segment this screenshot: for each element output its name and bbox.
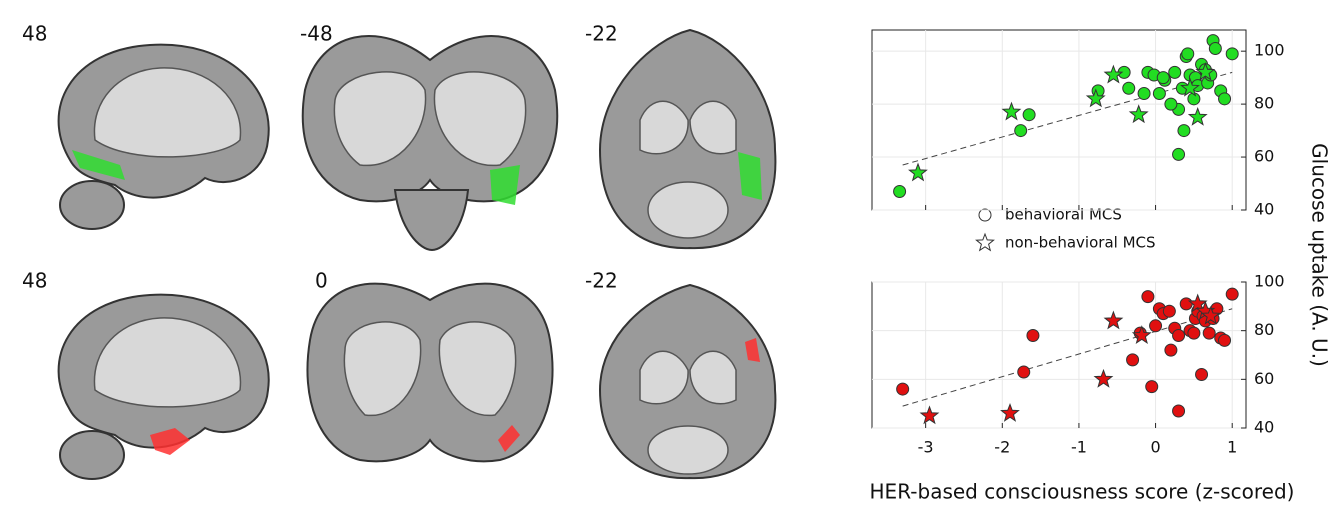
data-point bbox=[1138, 88, 1150, 100]
y-axis-label: Glucose uptake (A. U.) bbox=[1308, 143, 1332, 367]
data-point bbox=[1169, 66, 1181, 78]
brain-sagittal bbox=[59, 45, 269, 229]
x-tick-label: -3 bbox=[918, 438, 934, 457]
data-point bbox=[1165, 344, 1177, 356]
legend-marker bbox=[976, 234, 993, 250]
data-point bbox=[897, 383, 909, 395]
data-point bbox=[894, 185, 906, 197]
data-point bbox=[1173, 405, 1185, 417]
data-point bbox=[1015, 125, 1027, 137]
y-tick-label: 80 bbox=[1254, 320, 1274, 339]
x-tick-label: -2 bbox=[994, 438, 1010, 457]
data-point bbox=[1150, 320, 1162, 332]
slice-label: 48 bbox=[22, 269, 47, 293]
data-point bbox=[909, 164, 926, 180]
data-point bbox=[1165, 98, 1177, 110]
data-point bbox=[1189, 108, 1206, 124]
data-point bbox=[1209, 43, 1221, 55]
data-point bbox=[1146, 381, 1158, 393]
y-tick-label: 80 bbox=[1254, 94, 1274, 113]
data-point bbox=[1127, 354, 1139, 366]
slice-label: 48 bbox=[22, 22, 47, 46]
data-point bbox=[1173, 330, 1185, 342]
data-point bbox=[921, 407, 938, 423]
data-point bbox=[1142, 291, 1154, 303]
brain-coronal bbox=[307, 284, 552, 462]
x-tick-label: 0 bbox=[1150, 438, 1160, 457]
brain-axial bbox=[600, 285, 775, 478]
brain-sagittal bbox=[59, 295, 269, 479]
y-tick-label: 40 bbox=[1254, 200, 1274, 219]
figure: 48 -48 -22 48 0 -22 HER-based consciousn… bbox=[0, 0, 1344, 511]
data-point bbox=[1105, 312, 1122, 328]
data-point bbox=[1226, 48, 1238, 60]
legend-label: behavioral MCS bbox=[1005, 206, 1122, 224]
data-point bbox=[1196, 368, 1208, 380]
data-point bbox=[1130, 106, 1147, 122]
data-point bbox=[1018, 366, 1030, 378]
y-tick-label: 100 bbox=[1254, 272, 1285, 291]
slice-label: -22 bbox=[585, 22, 618, 46]
slice-label: 0 bbox=[315, 269, 328, 293]
data-point bbox=[1178, 125, 1190, 137]
legend-label: non-behavioral MCS bbox=[1005, 234, 1156, 252]
data-point bbox=[1153, 88, 1165, 100]
legend-marker bbox=[979, 209, 991, 221]
y-tick-label: 100 bbox=[1254, 41, 1285, 60]
x-tick-label: -1 bbox=[1071, 438, 1087, 457]
slice-label: -48 bbox=[300, 22, 333, 46]
brain-axial bbox=[600, 30, 775, 248]
data-point bbox=[1219, 334, 1231, 346]
data-point bbox=[1023, 109, 1035, 121]
brain-coronal bbox=[303, 36, 557, 250]
x-tick-label: 1 bbox=[1227, 438, 1237, 457]
data-point bbox=[1157, 72, 1169, 84]
y-tick-label: 60 bbox=[1254, 147, 1274, 166]
data-point bbox=[1173, 148, 1185, 160]
trend-line bbox=[903, 309, 1233, 406]
x-axis-label: HER-based consciousness score (z-scored) bbox=[870, 480, 1295, 504]
y-tick-label: 60 bbox=[1254, 369, 1274, 388]
data-point bbox=[1123, 82, 1135, 94]
data-point bbox=[1001, 404, 1018, 420]
data-point bbox=[1163, 305, 1175, 317]
y-tick-label: 40 bbox=[1254, 418, 1274, 437]
slice-label: -22 bbox=[585, 269, 618, 293]
data-point bbox=[1219, 93, 1231, 105]
data-point bbox=[1203, 327, 1215, 339]
data-point bbox=[1182, 48, 1194, 60]
data-point bbox=[1095, 370, 1112, 386]
legend: behavioral MCS non-behavioral MCS bbox=[976, 206, 1155, 252]
data-point bbox=[1188, 327, 1200, 339]
data-point bbox=[1003, 103, 1020, 119]
data-point bbox=[1180, 298, 1192, 310]
data-point bbox=[1027, 330, 1039, 342]
data-point bbox=[1226, 288, 1238, 300]
